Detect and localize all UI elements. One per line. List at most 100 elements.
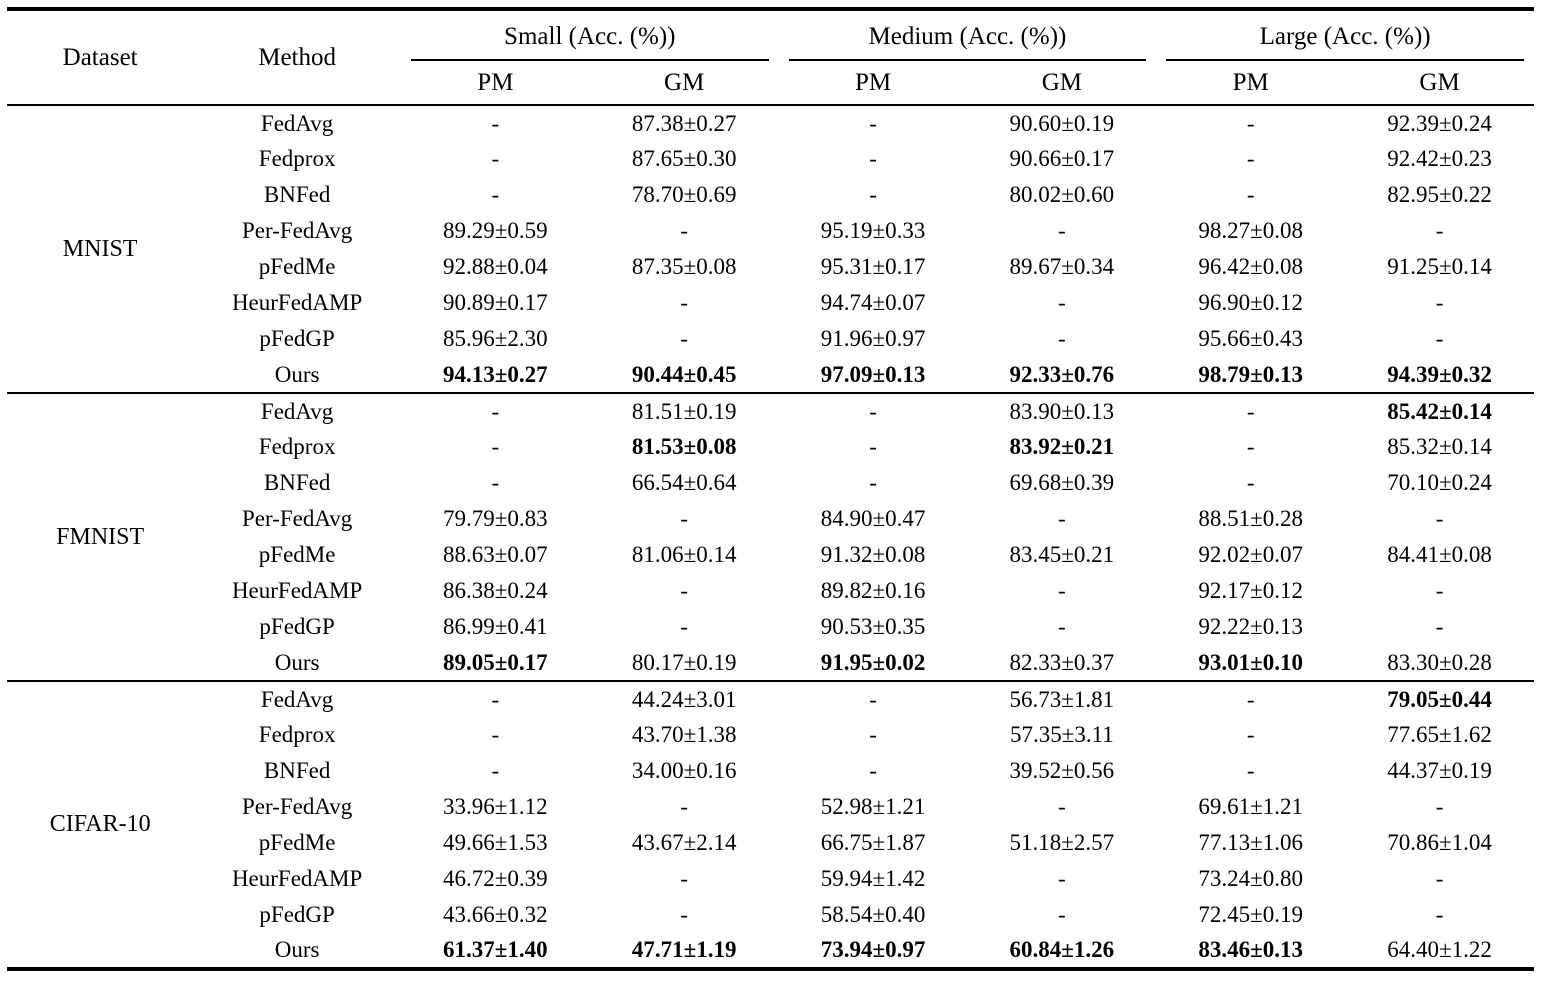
value-cell: 69.68±0.39 [1009, 470, 1115, 495]
value-cell: 83.45±0.21 [1009, 542, 1115, 567]
method-label: BNFed [263, 470, 331, 495]
value-cell: 46.72±0.39 [443, 866, 548, 891]
value-cell: - [680, 866, 689, 891]
value-cell: 66.54±0.64 [631, 470, 737, 495]
value-cell: 87.65±0.30 [631, 146, 737, 171]
value-cell: 70.86±1.04 [1387, 830, 1492, 855]
table-row: Fedprox - 87.65±0.30 - 90.66±0.17 - 92.42±0.23 [7, 141, 1534, 177]
method-label: HeurFedAMP [231, 866, 363, 891]
method-label: Ours [274, 361, 320, 387]
value-cell: 51.18±2.57 [1009, 830, 1115, 855]
value-cell: 88.51±0.28 [1198, 506, 1303, 531]
method-label: FedAvg [193, 680, 401, 717]
table-row: FMNIST FedAvg -81.51±0.19-83.90±0.13-85.42… [7, 392, 1534, 681]
value-cell: 73.24±0.80 [1198, 866, 1303, 891]
value-cell: - [491, 110, 500, 136]
value-cell: 95.19±0.33 [820, 218, 926, 243]
value-cell: 66.75±1.87 [820, 830, 926, 855]
value-cell: 59.94±1.42 [820, 866, 926, 891]
method-label: pFedGP [259, 614, 335, 639]
method-label: HeurFedAMP [231, 578, 363, 603]
value-cell: 92.17±0.12 [1198, 578, 1303, 603]
value-cell: 90.44±0.45 [631, 361, 737, 387]
value-cell: - [869, 434, 877, 459]
value-cell: 82.95±0.22 [1387, 182, 1492, 207]
col-header-method: Method [193, 9, 401, 106]
value-cell: 90.53±0.35 [820, 614, 926, 639]
value-cell: 89.67±0.34 [1009, 254, 1115, 279]
value-cell: 80.02±0.60 [1009, 182, 1115, 207]
value-cell: - [680, 506, 689, 531]
value-cell: 92.88±0.04 [443, 254, 548, 279]
value-cell: - [869, 470, 877, 495]
table-row: pFedGP 86.99±0.41 - 90.53±0.35 - 92.22±0.13 - [7, 609, 1534, 645]
value-cell: 89.05±0.17 [443, 649, 548, 675]
value-cell: - [778, 680, 968, 717]
value-cell: 73.94±0.97 [820, 937, 926, 962]
value-cell: - [680, 218, 689, 243]
value-cell: 83.92±0.21 [1009, 434, 1115, 459]
value-cell: 79.05±0.44 [1345, 680, 1534, 717]
value-cell: - [1156, 680, 1346, 717]
value-cell: 83.46±0.13 [1198, 937, 1303, 962]
value-cell: 81.53±0.08 [631, 434, 737, 459]
value-cell: - [491, 146, 500, 171]
table-row: pFedGP 43.66±0.32 - 58.54±0.40 - 72.45±0.19 - [7, 897, 1534, 933]
value-cell: 43.70±1.38 [631, 722, 737, 747]
table-row: pFedMe 49.66±1.53 43.67±2.14 66.75±1.87 51.1… [7, 825, 1534, 861]
value-cell: 60.84±1.26 [1009, 937, 1115, 962]
section-cifar-10: CIFAR-10 FedAvg -44.24±3.01-56.73±1.81-79.… [7, 680, 1534, 969]
value-cell: - [491, 470, 500, 495]
value-cell: 92.02±0.07 [1198, 542, 1303, 567]
value-cell: 81.06±0.14 [631, 542, 737, 567]
value-cell: - [1435, 578, 1444, 603]
value-cell: 70.10±0.24 [1387, 470, 1492, 495]
value-cell: 90.60±0.19 [1009, 110, 1115, 136]
value-cell: - [1058, 866, 1066, 891]
value-cell: 81.51±0.19 [589, 392, 779, 429]
value-cell: - [1058, 902, 1066, 927]
col-header-large-gm: GM [1345, 61, 1534, 106]
value-cell: 83.30±0.28 [1387, 649, 1492, 675]
value-cell: - [400, 392, 590, 429]
value-cell: - [680, 614, 689, 639]
value-cell: - [1435, 902, 1444, 927]
value-cell: - [491, 722, 500, 747]
table-row: BNFed - 78.70±0.69 - 80.02±0.60 - 82.95±0.22 [7, 177, 1534, 213]
value-cell: - [869, 722, 877, 747]
sub-header-row: PM GM PM GM PM GM [7, 61, 1534, 106]
method-label: pFedGP [259, 326, 335, 351]
method-label: pFedMe [258, 542, 336, 567]
value-cell: 95.66±0.43 [1198, 326, 1303, 351]
value-cell: 90.66±0.17 [1009, 146, 1115, 171]
value-cell: 47.71±1.19 [631, 937, 737, 962]
value-cell: 92.39±0.24 [1387, 110, 1492, 136]
col-header-small-gm: GM [589, 61, 779, 106]
results-table: Dataset Method Small (Acc. (%)) Medium (… [7, 7, 1534, 971]
value-cell: 91.25±0.14 [1387, 254, 1492, 279]
value-cell: 56.73±1.81 [967, 680, 1157, 717]
value-cell: - [1435, 290, 1444, 315]
col-group-medium: Medium (Acc. (%)) [779, 9, 1157, 61]
value-cell: 85.32±0.14 [1387, 434, 1492, 459]
value-cell: 94.74±0.07 [820, 290, 926, 315]
value-cell: 43.67±2.14 [631, 830, 737, 855]
value-cell: 91.95±0.02 [820, 649, 926, 675]
table-row: CIFAR-10 FedAvg -44.24±3.01-56.73±1.81-79.… [7, 680, 1534, 969]
table-row: BNFed - 66.54±0.64 - 69.68±0.39 - 70.10±0.24 [7, 465, 1534, 501]
value-cell: 90.89±0.17 [443, 290, 548, 315]
col-header-large-pm: PM [1156, 61, 1346, 106]
value-cell: - [1058, 218, 1066, 243]
method-label: pFedMe [258, 254, 336, 279]
value-cell: - [1058, 614, 1066, 639]
value-cell: 91.96±0.97 [820, 326, 926, 351]
value-cell: 82.33±0.37 [1009, 649, 1115, 675]
table-row: Fedprox - 81.53±0.08 - 83.92±0.21 - 85.32±0.14 [7, 429, 1534, 465]
value-cell: 86.99±0.41 [443, 614, 548, 639]
value-cell: 78.70±0.69 [631, 182, 737, 207]
table-row: HeurFedAMP 46.72±0.39 - 59.94±1.42 - 73.24±0.… [7, 861, 1534, 897]
method-label: Per-FedAvg [241, 794, 353, 819]
value-cell: - [1058, 578, 1066, 603]
value-cell: 92.33±0.76 [1009, 361, 1115, 387]
value-cell: 34.00±0.16 [631, 758, 737, 783]
